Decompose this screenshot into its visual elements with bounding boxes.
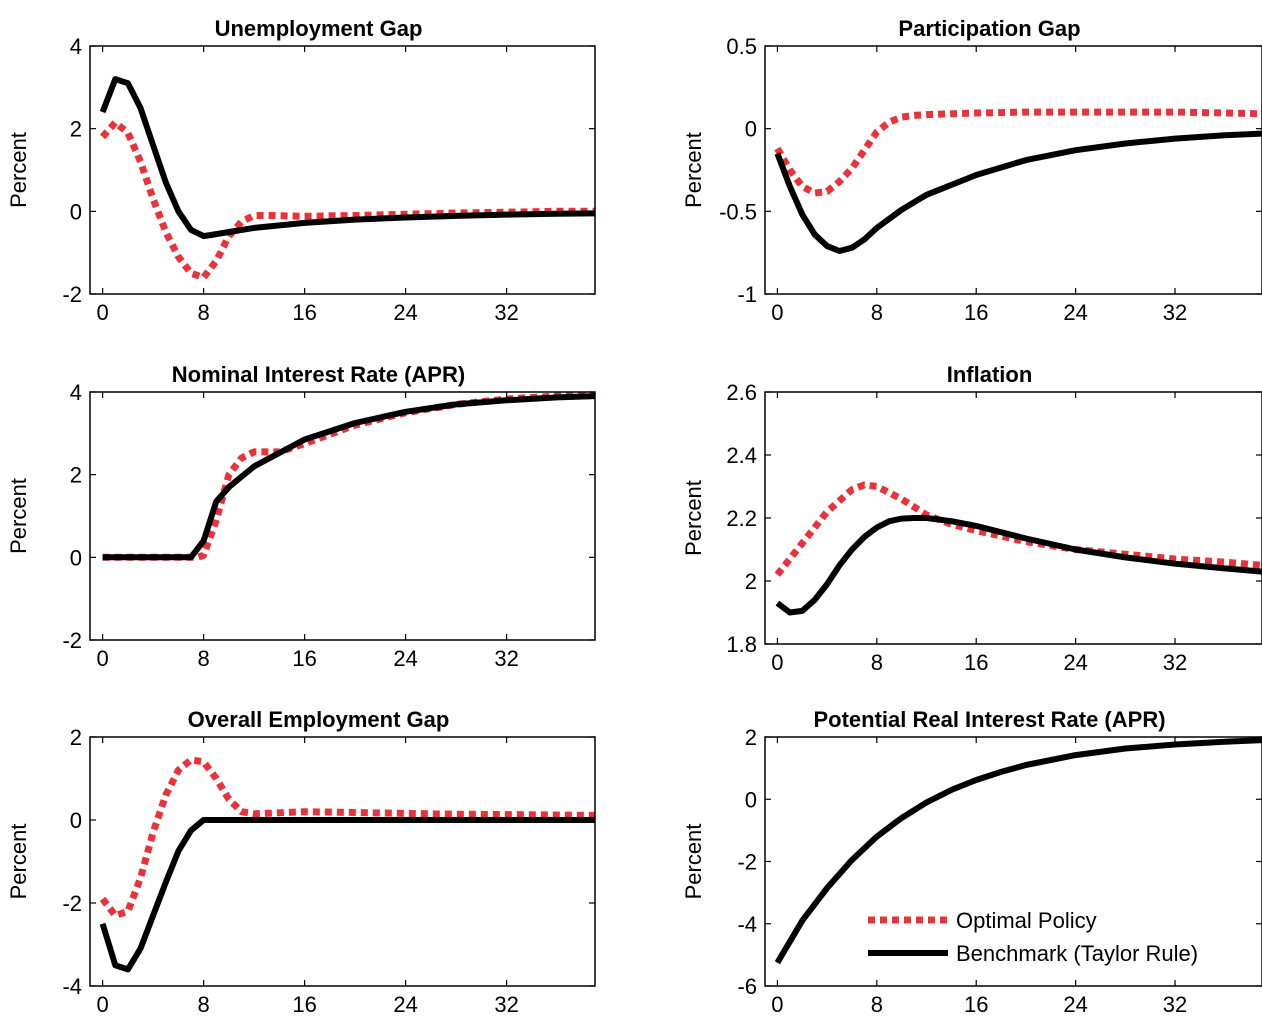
optimal-policy-line-participation-gap xyxy=(774,108,1262,197)
y-tick-label: 2.6 xyxy=(726,380,757,405)
y-tick-label: -2 xyxy=(737,850,757,875)
y-tick-label: -4 xyxy=(62,974,82,999)
chart-title-inflation: Inflation xyxy=(947,362,1033,387)
y-tick-label: 2.4 xyxy=(726,443,757,468)
axes-frame-nominal-interest-rate xyxy=(89,391,596,641)
x-tick-label: 32 xyxy=(494,300,518,325)
y-tick-label: 2 xyxy=(745,569,757,594)
axes-frame-unemployment-gap xyxy=(89,45,596,295)
x-tick-label: 0 xyxy=(771,650,783,675)
benchmark-line-unemployment-gap xyxy=(99,76,595,240)
benchmark-line-potential-real-interest-rate xyxy=(774,737,1262,965)
y-axis-label-nominal-interest-rate: Percent xyxy=(6,478,31,554)
y-tick-label: 2 xyxy=(70,725,82,750)
benchmark-line-inflation xyxy=(775,515,1262,616)
x-tick-label: 16 xyxy=(292,992,316,1017)
legend-benchmark-label: Benchmark (Taylor Rule) xyxy=(956,941,1198,966)
x-tick-label: 24 xyxy=(393,300,417,325)
x-tick-label: 16 xyxy=(964,650,988,675)
y-tick-label: 2 xyxy=(70,463,82,488)
x-tick-label: 0 xyxy=(771,992,783,1017)
x-tick-label: 24 xyxy=(393,992,417,1017)
x-tick-label: 32 xyxy=(1163,300,1187,325)
benchmark-line-participation-gap xyxy=(774,130,1262,254)
y-tick-label: 0 xyxy=(745,117,757,142)
x-tick-label: 32 xyxy=(494,646,518,671)
x-tick-label: 0 xyxy=(97,300,109,325)
x-tick-label: 8 xyxy=(871,992,883,1017)
y-axis-label-overall-employment-gap: Percent xyxy=(6,824,31,900)
y-axis-label-potential-real-interest-rate: Percent xyxy=(681,824,706,900)
x-tick-label: 24 xyxy=(1063,300,1087,325)
benchmark-line-overall-employment-gap xyxy=(99,817,595,973)
x-tick-label: 8 xyxy=(198,992,210,1017)
chart-title-potential-real-interest-rate: Potential Real Interest Rate (APR) xyxy=(813,707,1165,732)
optimal-policy-line-nominal-interest-rate xyxy=(102,392,595,561)
y-tick-label: 4 xyxy=(70,380,82,405)
x-tick-label: 8 xyxy=(198,646,210,671)
x-tick-label: 16 xyxy=(964,992,988,1017)
x-tick-label: 0 xyxy=(97,992,109,1017)
y-tick-label: 2 xyxy=(745,725,757,750)
y-tick-label: -2 xyxy=(62,282,82,307)
x-tick-label: 16 xyxy=(964,300,988,325)
axes-frame-overall-employment-gap xyxy=(89,736,596,987)
chart-title-unemployment-gap: Unemployment Gap xyxy=(215,16,423,41)
panel-participation-gap: 0 8 16 24 32 -1 -0.5 0 0.5 Participation Gap Perce… xyxy=(681,16,1262,325)
x-tick-label: 32 xyxy=(1163,650,1187,675)
y-tick-label: -1 xyxy=(737,282,757,307)
x-tick-label: 24 xyxy=(393,646,417,671)
x-tick-label: 24 xyxy=(1063,650,1087,675)
x-tick-label: 32 xyxy=(1163,992,1187,1017)
y-tick-label: -4 xyxy=(737,912,757,937)
panel-potential-real-interest-rate: 0 8 16 24 32 -6 -4 -2 0 2 Potential Real Interest … xyxy=(681,707,1262,1017)
y-tick-label: 4 xyxy=(70,34,82,59)
y-tick-label: 0 xyxy=(745,787,757,812)
y-tick-label: 0 xyxy=(70,808,82,833)
axes-frame-participation-gap xyxy=(764,45,1262,295)
y-axis-label-unemployment-gap: Percent xyxy=(6,132,31,208)
legend-optimal-label: Optimal Policy xyxy=(956,908,1097,933)
y-tick-label: 2 xyxy=(70,117,82,142)
x-tick-label: 24 xyxy=(1063,992,1087,1017)
x-tick-label: 0 xyxy=(97,646,109,671)
chart-title-nominal-interest-rate: Nominal Interest Rate (APR) xyxy=(172,362,465,387)
optimal-policy-line-overall-employment-gap xyxy=(99,756,595,919)
y-tick-label: 2.2 xyxy=(726,506,757,531)
y-tick-label: 0 xyxy=(70,199,82,224)
x-tick-label: 16 xyxy=(292,300,316,325)
x-tick-label: 8 xyxy=(871,650,883,675)
y-axis-label-inflation: Percent xyxy=(681,480,706,556)
chart-title-participation-gap: Participation Gap xyxy=(898,16,1080,41)
optimal-policy-line-unemployment-gap xyxy=(99,119,595,281)
benchmark-line-nominal-interest-rate xyxy=(102,393,595,561)
y-tick-label: 0.5 xyxy=(726,34,757,59)
chart-title-overall-employment-gap: Overall Employment Gap xyxy=(188,707,450,732)
y-tick-label: -0.5 xyxy=(719,199,757,224)
y-tick-label: 0 xyxy=(70,545,82,570)
legend: Optimal Policy Benchmark (Taylor Rule) xyxy=(868,908,1198,966)
y-tick-label: 1.8 xyxy=(726,632,757,657)
x-tick-label: 32 xyxy=(494,992,518,1017)
x-tick-label: 0 xyxy=(771,300,783,325)
axes-frame-inflation xyxy=(764,391,1262,645)
panel-inflation: 0 8 16 24 32 1.8 2 2.2 2.4 2.6 Inflation Percent xyxy=(681,362,1262,675)
x-tick-label: 8 xyxy=(871,300,883,325)
y-tick-label: -2 xyxy=(62,891,82,916)
y-tick-label: -6 xyxy=(737,974,757,999)
panel-overall-employment-gap: 0 8 16 24 32 -4 -2 0 2 Overall Employment Gap Perc… xyxy=(6,707,596,1017)
x-tick-label: 8 xyxy=(198,300,210,325)
y-tick-label: -2 xyxy=(62,628,82,653)
x-tick-label: 16 xyxy=(292,646,316,671)
y-axis-label-participation-gap: Percent xyxy=(681,132,706,208)
optimal-policy-line-inflation xyxy=(774,481,1262,577)
